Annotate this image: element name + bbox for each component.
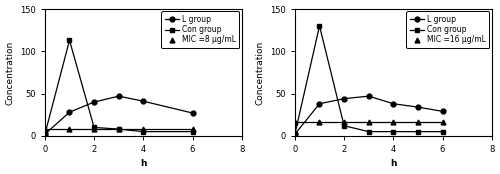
MIC =8 µg/mL [66, 128, 72, 130]
Line: MIC =8 µg/mL: MIC =8 µg/mL [42, 127, 195, 132]
MIC =16 µg/mL [440, 121, 446, 123]
L group [390, 103, 396, 105]
Con group [116, 128, 121, 130]
MIC =8 µg/mL [91, 128, 97, 130]
MIC =16 µg/mL [316, 121, 322, 123]
L group [116, 95, 121, 97]
MIC =16 µg/mL [366, 121, 372, 123]
Y-axis label: Concentration: Concentration [6, 40, 15, 105]
L group [366, 95, 372, 97]
Con group [140, 131, 146, 133]
Legend: L group, Con group, MIC =8 µg/mL: L group, Con group, MIC =8 µg/mL [161, 11, 240, 48]
L group [140, 100, 146, 102]
MIC =8 µg/mL [140, 128, 146, 130]
Line: Con group: Con group [42, 38, 195, 137]
L group [440, 110, 446, 112]
L group [66, 111, 72, 113]
X-axis label: h: h [390, 159, 396, 168]
L group [190, 112, 196, 114]
L group [42, 133, 48, 135]
Con group [316, 25, 322, 27]
Con group [440, 131, 446, 133]
Con group [415, 131, 421, 133]
MIC =16 µg/mL [341, 121, 347, 123]
L group [292, 133, 298, 135]
MIC =16 µg/mL [390, 121, 396, 123]
Line: L group: L group [42, 94, 195, 137]
Line: L group: L group [292, 94, 445, 137]
MIC =8 µg/mL [116, 128, 121, 130]
Con group [66, 39, 72, 41]
MIC =16 µg/mL [415, 121, 421, 123]
Line: Con group: Con group [292, 23, 445, 137]
MIC =8 µg/mL [190, 128, 196, 130]
MIC =16 µg/mL [292, 121, 298, 123]
Con group [341, 125, 347, 127]
Con group [42, 133, 48, 135]
L group [91, 101, 97, 103]
Y-axis label: Concentration: Concentration [256, 40, 264, 105]
X-axis label: h: h [140, 159, 146, 168]
Con group [190, 131, 196, 133]
Con group [366, 131, 372, 133]
Con group [91, 126, 97, 128]
MIC =8 µg/mL [42, 128, 48, 130]
L group [316, 103, 322, 105]
L group [341, 98, 347, 100]
L group [415, 106, 421, 108]
Line: MIC =16 µg/mL: MIC =16 µg/mL [292, 120, 445, 125]
Con group [390, 131, 396, 133]
Legend: L group, Con group, MIC =16 µg/mL: L group, Con group, MIC =16 µg/mL [406, 11, 489, 48]
Con group [292, 133, 298, 135]
